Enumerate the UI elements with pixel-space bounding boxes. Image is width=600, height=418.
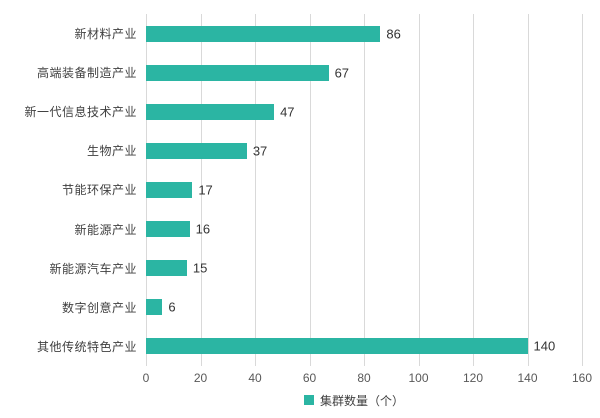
bar (146, 338, 528, 355)
bar-track: 15 (146, 260, 582, 277)
gridline (364, 14, 365, 366)
value-label: 67 (334, 65, 350, 81)
category-label: 节能环保产业 (61, 183, 137, 198)
category-label: 新材料产业 (74, 27, 137, 42)
rows: 新材料产业 86 高端装备制造产业 67 新一代信息技术产业 47 生物产业 37 节能环保产业… (6, 14, 582, 366)
x-tick-label: 120 (462, 371, 484, 385)
bar-row: 生物产业 37 (6, 131, 582, 170)
bar-row: 新一代信息技术产业 47 (6, 92, 582, 131)
bar-row: 高端装备制造产业 67 (6, 53, 582, 92)
bar (146, 64, 329, 81)
bar (146, 25, 381, 42)
category-label: 新能源产业 (74, 222, 137, 237)
x-axis: 0 20 40 60 80 100 120 140 160 (142, 366, 592, 386)
legend-label: 集群数量（个） (319, 393, 404, 408)
bar-track: 37 (146, 142, 582, 159)
x-tick-label: 60 (302, 371, 317, 385)
category-label: 生物产业 (86, 144, 137, 159)
bar (146, 103, 275, 120)
x-tick-label: 160 (571, 371, 593, 385)
category-label: 数字创意产业 (61, 300, 137, 315)
bar-row: 新能源汽车产业 15 (6, 249, 582, 288)
value-label: 140 (533, 338, 556, 354)
bar (146, 142, 247, 159)
category-label: 其他传统特色产业 (36, 339, 137, 354)
bar (146, 181, 193, 198)
bar-row: 新材料产业 86 (6, 14, 582, 53)
bar-track: 47 (146, 103, 582, 120)
bar-track: 17 (146, 181, 582, 198)
x-tick-label: 0 (142, 371, 150, 385)
legend-swatch-icon (303, 395, 314, 405)
x-tick-label: 140 (517, 371, 538, 385)
category-label: 新能源汽车产业 (49, 261, 137, 276)
category-label: 新一代信息技术产业 (24, 105, 137, 120)
gridline (527, 14, 529, 366)
legend: 集群数量（个） (6, 386, 582, 414)
bar (146, 299, 163, 316)
bar-row: 节能环保产业 17 (6, 170, 582, 209)
gridline (200, 14, 202, 366)
value-label: 86 (386, 26, 401, 42)
bar-row: 新能源产业 16 (6, 210, 582, 249)
x-tick-label: 80 (357, 371, 371, 385)
gridline (582, 14, 583, 366)
value-label: 17 (198, 182, 213, 198)
bar (146, 260, 187, 277)
plot-area: 新材料产业 86 高端装备制造产业 67 新一代信息技术产业 47 生物产业 37 节能环保产业… (6, 14, 583, 366)
bar-row: 其他传统特色产业 140 (6, 327, 582, 366)
bar-track: 140 (146, 338, 582, 355)
bar (146, 221, 190, 238)
value-label: 16 (195, 221, 211, 237)
bar-track: 67 (146, 64, 582, 81)
value-label: 6 (168, 299, 176, 315)
gridline (473, 14, 474, 366)
gridline (309, 14, 311, 366)
bar-track: 86 (146, 25, 582, 42)
value-label: 15 (192, 260, 208, 276)
value-label: 47 (280, 104, 295, 120)
x-tick-label: 40 (248, 371, 262, 385)
gridline (418, 14, 420, 366)
x-tick-label: 100 (408, 371, 429, 385)
x-tick-label: 20 (193, 371, 208, 385)
value-label: 37 (252, 143, 268, 159)
category-label: 高端装备制造产业 (36, 66, 137, 81)
bar-track: 6 (146, 299, 582, 316)
gridline (255, 14, 256, 366)
bar-track: 16 (146, 221, 582, 238)
bar-row: 数字创意产业 6 (6, 288, 582, 327)
